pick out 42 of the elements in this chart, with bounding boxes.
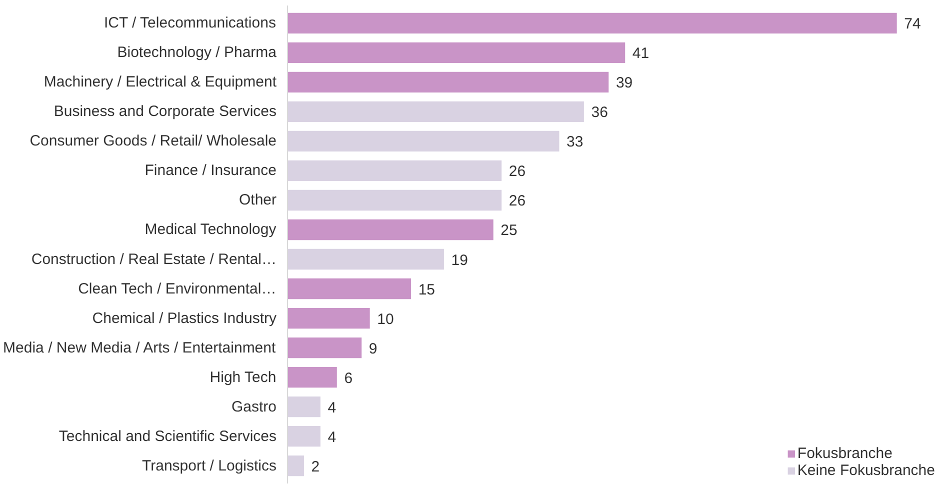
bar (288, 72, 609, 93)
y-tick-label: Construction / Real Estate / Rental… (31, 250, 277, 268)
bar (288, 278, 412, 300)
bar (288, 219, 494, 240)
data-label: 39 (616, 74, 633, 92)
y-tick-label: Transport / Logistics (142, 457, 277, 474)
y-tick-label: Machinery / Electrical & Equipment (44, 74, 278, 91)
y-tick-label: Technical and Scientific Services (58, 428, 277, 445)
data-label: 26 (508, 192, 526, 210)
data-label: 15 (418, 281, 436, 298)
legend-label: Keine Fokusbranche (797, 462, 935, 479)
y-tick-label: Other (238, 192, 277, 209)
data-label: 19 (451, 252, 468, 269)
data-label: 41 (632, 45, 650, 62)
bar (288, 337, 362, 358)
y-tick-label: Clean Tech / Environmental… (78, 280, 276, 298)
y-tick-label: Finance / Insurance (144, 162, 277, 180)
bar (288, 308, 370, 329)
y-tick-label: Biotechnology / Pharma (117, 44, 278, 62)
y-tick-label: ICT / Telecommunications (104, 14, 276, 32)
data-label: 36 (591, 104, 608, 122)
bar (288, 42, 626, 64)
bar (288, 12, 897, 34)
y-tick-label: Consumer Goods / Retail/ Wholesale (30, 132, 277, 150)
data-label: 6 (344, 370, 353, 387)
y-tick-label: Business and Corporate Services (54, 103, 277, 120)
bar (288, 366, 337, 388)
data-label: 25 (500, 222, 518, 240)
y-tick-label: Media / New Media / Arts / Entertainment (3, 339, 277, 356)
legend-label: Fokusbranche (797, 445, 892, 462)
data-label: 74 (904, 16, 921, 33)
y-tick-label: High Tech (210, 368, 276, 386)
data-label: 10 (377, 310, 394, 328)
data-label: 26 (508, 163, 526, 180)
y-tick-label: Gastro (231, 398, 276, 416)
data-label: 33 (566, 134, 584, 151)
data-label: 2 (311, 458, 320, 476)
y-tick-label: Chemical / Plastics Industry (92, 310, 277, 327)
y-tick-label: Medical Technology (144, 221, 277, 238)
data-label: 4 (328, 399, 336, 416)
data-label: 9 (368, 340, 378, 358)
data-label: 4 (328, 428, 336, 446)
